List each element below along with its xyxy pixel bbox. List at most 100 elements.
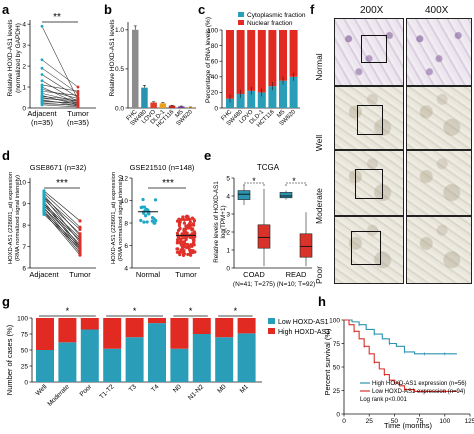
panel-g-significance: * (189, 306, 193, 316)
panel-a-significance: ** (53, 12, 61, 23)
panel-d-right-point-normal (146, 208, 150, 212)
panel-h-y-tick-label: 100 (329, 317, 340, 324)
panel-d-left-ylabel-2: (RMA normalized signal intensity) (15, 175, 21, 261)
panel-d-right-point-tumor (178, 220, 182, 224)
panel-d-left-y-tick-label: 7 (22, 244, 26, 251)
panel-b-y-tick-label: 0.5 (115, 66, 124, 73)
panel-h-x-tick-label: 50 (391, 418, 399, 425)
panel-d-right-point-normal (153, 198, 158, 202)
panel-d-right-point-normal (145, 220, 149, 224)
panel-a-point-adjacent (40, 103, 44, 107)
panel-d-right-point-tumor (175, 247, 179, 251)
panel-g-bar-low-moderate (58, 342, 77, 382)
histology-normal-400x (406, 18, 472, 86)
panel-e-chart: 0 1 2 3 4 5 (226, 175, 313, 272)
panel-f-row-poor: Poor (314, 266, 324, 284)
panel-g-category-label: Moderate (46, 383, 71, 408)
panel-d-right-group-tumor: Tumor (175, 270, 197, 279)
panel-a-point-tumor (76, 101, 80, 105)
panel-e-box-coad-n (237, 190, 251, 200)
panel-d-left-pair-line (43, 212, 81, 256)
panel-f-row-moderate: Moderate (314, 188, 324, 224)
panel-label-d: d (2, 148, 10, 163)
panel-g-legend-swatch-high (268, 328, 275, 334)
panel-a-point-adjacent (40, 73, 44, 76)
panel-g: g Number of cases (%) 0 25 50 75 100 WellMode… (2, 294, 330, 408)
panel-d-left-pair-line (43, 214, 81, 249)
panel-d-left-point-tumor (78, 253, 82, 257)
panel-d-right-y-tick-label: 4 (124, 265, 128, 272)
panel-d-right-point-tumor (181, 215, 185, 219)
panel-d-right-point-normal (142, 220, 146, 224)
panel-d-left-pair-line (43, 207, 81, 245)
panel-a-pair-line (41, 96, 79, 100)
panel-d-right-point-normal (139, 218, 143, 223)
panel-e-sig-bracket-coad (243, 182, 265, 186)
panel-a-pair-line (41, 59, 79, 88)
panel-d-left-pair-line (43, 205, 81, 241)
panel-h-x-tick-label: 75 (416, 418, 424, 425)
panel-e-y-tick-label: 2 (226, 229, 230, 236)
panel-a: a Relative HOXD-AS1 levels (normalized b… (2, 2, 96, 127)
panel-g-bar-low-n0 (170, 348, 189, 382)
panel-c-bar-nuc-sw620 (289, 30, 298, 77)
panel-c-y-tick-label: 0 (214, 105, 218, 112)
panel-b-bar-sw620 (187, 107, 194, 108)
panel-g-bar-low-t3 (125, 337, 144, 382)
panel-h-curve-low (344, 319, 457, 392)
panel-e-sig-bracket-read (285, 182, 307, 186)
panel-h-x-tick-label: 0 (342, 418, 346, 425)
panel-d-right-point-tumor (180, 217, 184, 221)
panel-b-bar-hct116 (168, 105, 176, 108)
panel-d-right-ylabel-1: HOXD-AS1 (228601_at) expression (111, 172, 117, 264)
panel-a-point-adjacent (40, 83, 44, 87)
panel-b-bar-lovo (150, 102, 157, 108)
panel-a-pair-line (41, 101, 79, 104)
panel-a-point-adjacent (40, 66, 44, 70)
panel-g-category-label: T1-T2 (98, 383, 115, 400)
panel-g-category-label: Poor (79, 383, 94, 398)
panel-c-legend-swatch-nuc (238, 20, 244, 25)
panel-e-y-tick-label: 3 (226, 211, 230, 218)
panel-d-right-point-tumor (186, 252, 190, 257)
panel-b: b Relative HOXD-AS1 levels 0.00.51.0FHCS… (104, 2, 196, 129)
panel-d-left-pair-line (43, 194, 81, 237)
panel-a-lines (40, 24, 80, 109)
panel-g-bar-low-poor (80, 329, 99, 382)
panel-e-box-coad-t (257, 224, 271, 249)
panel-c-bar-nuc-m5 (279, 30, 287, 81)
panel-d-right-point-tumor (186, 224, 191, 229)
panel-b-bar-sw480 (141, 87, 148, 108)
panel-d-left-pair-line (43, 203, 81, 239)
panel-d-right-point-tumor (193, 235, 197, 239)
panel-g-y-tick-label: 75 (21, 331, 29, 338)
panel-b-ylabel: Relative HOXD-AS1 levels (109, 19, 116, 97)
panel-e: e TCGA Relative levels of HOXD-AS1 log(T… (204, 148, 315, 288)
panel-a-pair-line (41, 74, 79, 98)
panel-d-right-point-tumor (191, 249, 195, 253)
panel-g-bar-high-t4 (148, 318, 166, 324)
panel-a-point-tumor (76, 89, 80, 93)
panel-g-significance: * (66, 306, 70, 316)
panel-a-point-tumor (76, 85, 80, 89)
panel-g-category-label: T4 (150, 383, 161, 394)
panel-e-group-read: READ (286, 270, 307, 279)
panel-d-left-y-tick-label: 9 (22, 201, 26, 208)
panel-d-right-point-tumor (181, 240, 185, 244)
histology-moderate-400x (406, 150, 472, 216)
panel-c-bar-cyto-sw480 (236, 93, 245, 108)
panel-a-ylabel-1: Relative HOXD-AS1 levels (7, 19, 14, 97)
panel-a-pair-line (41, 104, 79, 108)
panel-c-bar-cyto-dld-1 (257, 92, 266, 108)
panel-d-left-group-tumor: Tumor (69, 270, 91, 279)
panel-g-bar-low-well (36, 350, 54, 382)
panel-g-significance: * (133, 306, 137, 316)
panel-a-y-tick-label: 0 (22, 105, 26, 112)
panel-d-right-point-tumor (182, 249, 186, 253)
panel-d-right-point-tumor (181, 242, 185, 247)
panel-d-left-point-tumor (78, 238, 82, 242)
panel-g-bar-high-moderate (58, 318, 77, 343)
panel-g-bar-low-n1-n2 (192, 334, 211, 382)
